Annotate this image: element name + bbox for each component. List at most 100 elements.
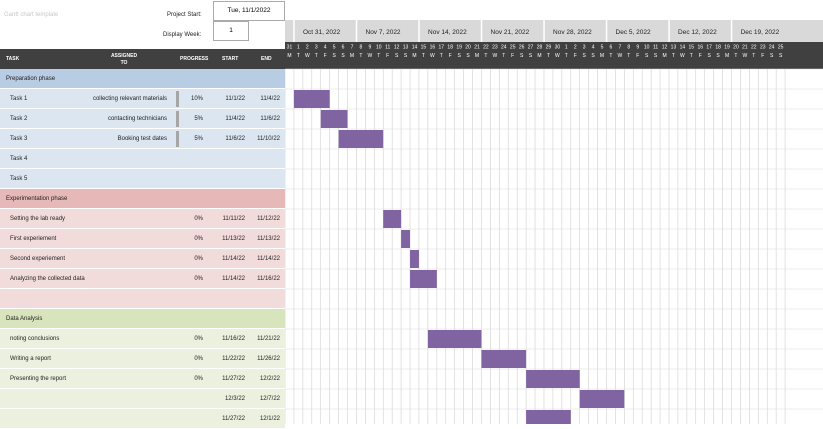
day-letter: T [359,53,362,59]
day-letter: M [350,53,354,59]
progress-value: 0% [194,356,203,362]
gantt-bar[interactable] [410,250,419,268]
col-task: TASK [6,56,20,62]
task-name: noting conclusions [10,336,60,342]
day-number: 16 [697,45,703,51]
table-row[interactable]: Presenting the report 0% 11/27/22 12/2/22 [0,369,285,389]
table-row[interactable]: Analyzing the collected data 0% 11/14/22 11… [0,269,285,289]
display-week-input[interactable]: 1 [213,21,249,41]
table-row[interactable]: Task 1 collecting relevant materials 10% 11… [0,89,285,109]
day-letter: F [511,53,514,59]
table-row[interactable]: Task 5 [0,169,285,189]
day-letter: F [636,53,639,59]
day-letter: S [591,53,595,59]
table-row[interactable]: Setting the lab ready 0% 11/11/22 11/12/22 [0,209,285,229]
day-letter: T [627,53,630,59]
gantt-bar[interactable] [401,230,411,248]
gantt-bar[interactable] [293,90,330,108]
gantt-bar[interactable] [320,110,348,128]
progress-value: 0% [194,376,203,382]
day-number: 4 [592,45,595,51]
start-date: 11/13/22 [222,236,245,242]
end-date: 11/26/22 [257,356,280,362]
phase-row[interactable]: Data Analysis [0,309,285,329]
day-number: 10 [644,45,650,51]
day-letter: F [324,53,327,59]
day-number: 6 [342,45,345,51]
end-date: 12/7/22 [259,396,280,402]
week-label: Nov 14, 2022 [428,29,467,36]
phase-name: Preparation phase [6,76,56,82]
project-start-input[interactable]: Tue, 11/1/2022 [213,1,285,21]
start-date [209,289,245,309]
day-number: 7 [351,45,354,51]
day-letter: T [502,53,505,59]
assigned-to [60,229,167,249]
project-start-label: Project Start: [167,12,202,18]
assigned-to [60,389,167,409]
day-letter: T [752,53,755,59]
week-label: Dec 19, 2022 [741,29,780,36]
day-number: 4 [324,45,327,51]
gantt-bar[interactable] [481,350,527,368]
day-number: 27 [528,45,534,51]
day-number: 3 [583,45,586,51]
day-letter: T [565,53,568,59]
gantt-bar[interactable] [579,390,625,408]
day-letter: M [725,53,729,59]
table-row[interactable]: Second experiement 0% 11/14/22 11/14/22 [0,249,285,269]
day-letter: S [779,53,783,59]
end-date: 11/16/22 [257,276,280,282]
gantt-bar[interactable] [526,410,571,424]
assigned-to [60,409,167,429]
start-date [209,149,245,169]
table-row[interactable]: noting conclusions 0% 11/16/22 11/21/22 [0,329,285,349]
day-letter: M [600,53,604,59]
table-row[interactable]: First experiement 0% 11/13/22 11/13/22 [0,229,285,249]
day-letter: F [761,53,764,59]
col-progress: PROGRESS [180,56,209,62]
day-number: 2 [574,45,577,51]
assigned-to [60,149,167,169]
table-row[interactable]: 11/27/22 12/1/22 [0,409,285,429]
progress-separator [176,111,179,127]
day-letter: W [618,53,623,59]
day-number: 9 [636,45,639,51]
day-number: 18 [715,45,721,51]
gantt-bar[interactable] [410,270,437,288]
table-row[interactable]: Task 4 [0,149,285,169]
day-letter: T [734,53,737,59]
phase-row[interactable]: Preparation phase [0,69,285,89]
day-number: 14 [680,45,686,51]
end-date [245,169,280,189]
day-letter: W [680,53,685,59]
phase-row[interactable]: Experimentation phase [0,189,285,209]
day-letter: M [662,53,666,59]
day-letter: W [492,53,497,59]
day-number: 26 [519,45,525,51]
day-letter: S [341,53,345,59]
table-row[interactable]: Task 3 Booking test dates 5% 11/6/22 11/10/2… [0,129,285,149]
progress-value: 0% [194,256,203,262]
table-row[interactable]: 12/3/22 12/7/22 [0,389,285,409]
gantt-bar[interactable] [427,330,482,348]
day-letter: S [332,53,336,59]
end-date: 11/13/22 [257,236,280,242]
task-name: Task 1 [10,96,28,102]
table-row[interactable] [0,289,285,309]
table-row[interactable]: Task 2 contacting technicians 5% 11/4/22 11/… [0,109,285,129]
day-number: 24 [501,45,507,51]
day-letter: T [315,53,318,59]
gantt-bar[interactable] [383,210,402,228]
week-label: Dec 5, 2022 [616,29,651,36]
day-letter: M [475,53,479,59]
table-row[interactable]: Writing a report 0% 11/22/22 11/26/22 [0,349,285,369]
assigned-to: collecting relevant materials [92,96,167,102]
start-date: 12/3/22 [224,396,245,402]
day-number: 23 [492,45,498,51]
progress-value [181,289,203,309]
gantt-bar[interactable] [526,370,580,388]
progress-value: 10% [190,96,203,102]
task-name: Task 3 [10,136,28,142]
gantt-bar[interactable] [338,130,384,148]
